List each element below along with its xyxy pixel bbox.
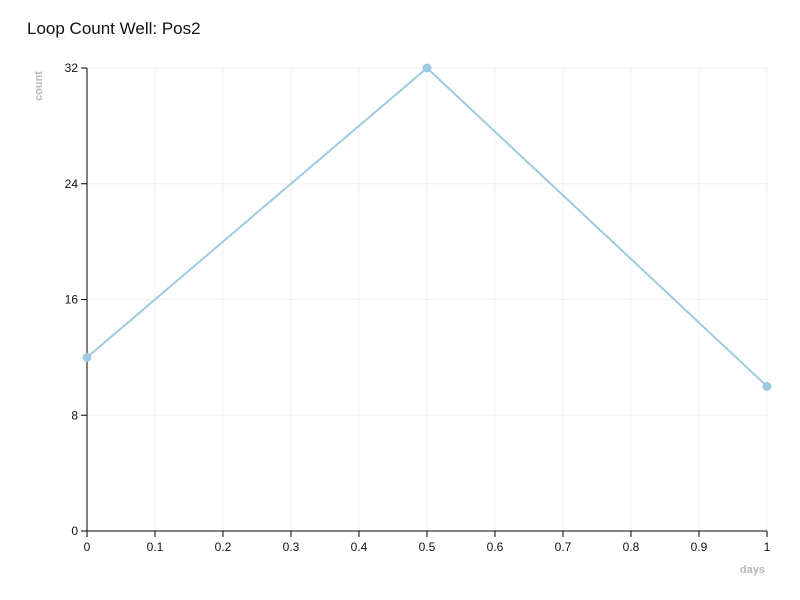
axes: 0 8 16 24 32 0 0.1 0.2 0.3 0.4 0.5 0.6 0.7 0.8 0.9 1 — [65, 61, 771, 554]
y-axis-title: count — [33, 71, 45, 101]
x-tick-label: 0.5 — [419, 540, 436, 554]
y-tick-label: 8 — [71, 408, 78, 422]
x-axis-title: days — [740, 564, 765, 576]
x-tick-label: 0.6 — [487, 540, 504, 554]
x-tick-label: 0.1 — [147, 540, 164, 554]
y-tick-label: 24 — [65, 177, 79, 191]
x-tick-label: 1 — [764, 540, 771, 554]
data-point[interactable] — [422, 63, 432, 73]
x-tick-label: 0.3 — [283, 540, 300, 554]
grid-lines — [87, 67, 768, 531]
y-tick-label: 16 — [65, 293, 79, 307]
x-tick-label: 0.9 — [691, 540, 708, 554]
x-tick-label: 0.8 — [623, 540, 640, 554]
x-tick-label: 0.4 — [351, 540, 368, 554]
series-layer — [82, 63, 772, 391]
y-tick-label: 0 — [71, 524, 78, 538]
x-tick-label: 0.2 — [215, 540, 232, 554]
data-point[interactable] — [82, 352, 92, 362]
data-point[interactable] — [762, 381, 772, 391]
y-tick-label: 32 — [65, 61, 79, 75]
chart-title: Loop Count Well: Pos2 — [27, 19, 201, 38]
x-tick-label: 0.7 — [555, 540, 572, 554]
x-tick-label: 0 — [84, 540, 91, 554]
